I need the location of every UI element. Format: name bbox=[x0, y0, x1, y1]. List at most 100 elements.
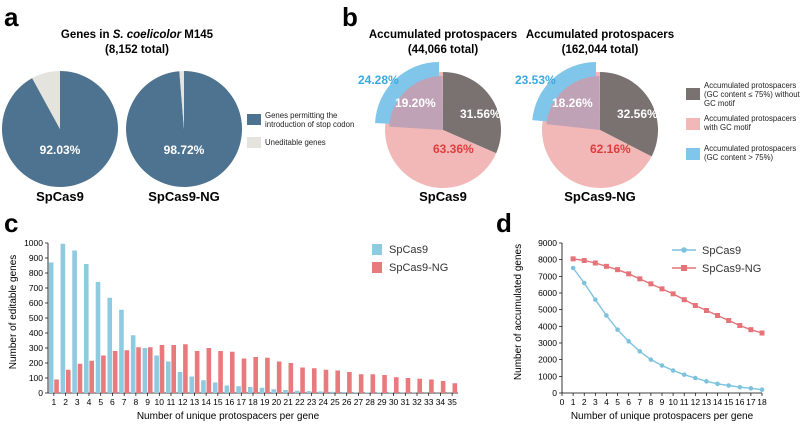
c-bar-spcas9-ng bbox=[277, 362, 282, 394]
legend-label-uneditable: Uneditable genes bbox=[265, 138, 326, 147]
c-xtick-label: 35 bbox=[447, 397, 457, 407]
c-xtick-label: 30 bbox=[389, 397, 399, 407]
c-bar-spcas9 bbox=[166, 362, 171, 394]
c-bar-spcas9-ng bbox=[347, 372, 352, 393]
d-ytick-label: 8000 bbox=[538, 255, 557, 265]
d-line-spcas9 bbox=[573, 268, 762, 390]
pie-b1-title: Accumulated protospacers bbox=[369, 29, 517, 41]
d-point-spcas9-ng bbox=[582, 258, 587, 263]
c-xtick-label: 8 bbox=[133, 397, 138, 407]
c-xtick-label: 26 bbox=[342, 397, 352, 407]
c-bar-spcas9 bbox=[236, 386, 241, 393]
d-point-spcas9-ng bbox=[715, 313, 720, 318]
d-legend-spcas9: SpCas9 bbox=[702, 245, 741, 257]
c-bar-spcas9 bbox=[295, 391, 300, 393]
c-bar-spcas9 bbox=[225, 386, 230, 394]
pie-a1-caption: SpCas9 bbox=[36, 189, 84, 204]
c-xlabel: Number of unique protospacers per gene bbox=[137, 411, 320, 422]
c-xtick-label: 19 bbox=[260, 397, 270, 407]
d-ytick-label: 9000 bbox=[538, 238, 557, 248]
c-bar-spcas9-ng bbox=[312, 368, 317, 393]
d-xtick-label: 8 bbox=[649, 397, 654, 407]
d-ytick-label: 6000 bbox=[538, 288, 557, 298]
c-bar-spcas9 bbox=[283, 390, 288, 393]
c-bar-spcas9-ng bbox=[66, 370, 71, 393]
panel-letter-b: b bbox=[342, 2, 358, 32]
d-ytick-label: 5000 bbox=[538, 305, 557, 315]
d-xtick-label: 12 bbox=[691, 397, 701, 407]
d-point-spcas9 bbox=[593, 297, 598, 302]
d-xtick-label: 18 bbox=[757, 397, 767, 407]
c-bar-spcas9 bbox=[154, 356, 159, 394]
c-xtick-label: 24 bbox=[319, 397, 329, 407]
panel-letter-d: d bbox=[496, 208, 512, 238]
panel-letter-a: a bbox=[4, 2, 19, 32]
d-point-spcas9 bbox=[626, 339, 631, 344]
d-point-spcas9 bbox=[737, 385, 742, 390]
d-legend-spcas9-ng: SpCas9-NG bbox=[702, 263, 761, 275]
c-ylabel: Number of editable genes bbox=[8, 255, 19, 370]
c-xtick-label: 17 bbox=[237, 397, 247, 407]
c-bar-spcas9 bbox=[61, 244, 66, 393]
c-xtick-label: 21 bbox=[283, 397, 293, 407]
c-bar-spcas9-ng bbox=[54, 380, 59, 394]
c-bar-spcas9-ng bbox=[207, 348, 212, 393]
c-xtick-label: 31 bbox=[401, 397, 411, 407]
c-bar-spcas9-ng bbox=[371, 374, 376, 393]
pie-b2-pct-dark: 32.56% bbox=[617, 107, 658, 121]
d-xtick-label: 11 bbox=[680, 397, 689, 407]
c-bar-spcas9-ng bbox=[253, 357, 258, 393]
c-xtick-label: 34 bbox=[436, 397, 446, 407]
c-bar-spcas9 bbox=[353, 392, 358, 393]
c-bar-spcas9 bbox=[213, 383, 218, 394]
d-xtick-label: 10 bbox=[668, 397, 678, 407]
c-bar-spcas9-ng bbox=[218, 351, 223, 393]
pie-b2-pct-blue: 23.53% bbox=[515, 73, 556, 87]
c-ytick-label: 900 bbox=[29, 253, 43, 263]
d-ytick-label: 0 bbox=[552, 388, 557, 398]
c-ytick-label: 100 bbox=[29, 373, 43, 383]
d-ytick-label: 3000 bbox=[538, 338, 557, 348]
d-point-spcas9 bbox=[704, 379, 709, 384]
c-xtick-label: 16 bbox=[225, 397, 235, 407]
c-ytick-label: 200 bbox=[29, 358, 43, 368]
c-bar-spcas9-ng bbox=[101, 356, 106, 394]
pie-b1-subtitle: (44,066 total) bbox=[408, 44, 478, 56]
c-bar-spcas9 bbox=[260, 388, 265, 393]
c-bar-spcas9-ng bbox=[171, 345, 176, 393]
d-point-spcas9 bbox=[671, 368, 676, 373]
c-ytick-label: 300 bbox=[29, 343, 43, 353]
c-xtick-label: 3 bbox=[75, 397, 80, 407]
d-point-spcas9 bbox=[582, 281, 587, 286]
c-bar-spcas9-ng bbox=[406, 378, 411, 393]
d-point-spcas9-ng bbox=[682, 297, 687, 302]
c-xtick-label: 4 bbox=[87, 397, 92, 407]
pie-b2-title: Accumulated protospacers bbox=[526, 29, 674, 41]
c-bar-spcas9-ng bbox=[335, 371, 340, 394]
d-point-spcas9 bbox=[604, 313, 609, 318]
c-bar-spcas9 bbox=[143, 348, 148, 393]
c-bar-spcas9-ng bbox=[265, 358, 270, 393]
d-point-spcas9 bbox=[615, 327, 620, 332]
c-xtick-label: 12 bbox=[178, 397, 188, 407]
c-legend-spcas9: SpCas9 bbox=[389, 244, 428, 256]
pie-b1-pct-overlap: 19.20% bbox=[395, 96, 436, 110]
d-xtick-label: 13 bbox=[702, 397, 712, 407]
c-bar-spcas9-ng bbox=[242, 359, 247, 394]
d-point-spcas9-ng bbox=[571, 256, 576, 261]
pie-b2-subtitle: (162,044 total) bbox=[562, 44, 639, 56]
c-bar-spcas9 bbox=[72, 251, 77, 394]
legend-swatch-editable bbox=[247, 114, 261, 125]
d-point-spcas9 bbox=[693, 376, 698, 381]
d-point-spcas9-ng bbox=[704, 308, 709, 313]
legend-swatch-high-gc bbox=[686, 148, 700, 160]
c-xtick-label: 20 bbox=[272, 397, 282, 407]
d-point-spcas9 bbox=[637, 349, 642, 354]
c-xtick-label: 28 bbox=[365, 397, 375, 407]
pie-a1-pct: 92.03% bbox=[40, 143, 81, 157]
d-point-spcas9-ng bbox=[637, 276, 642, 281]
c-xtick-label: 23 bbox=[307, 397, 317, 407]
c-bar-spcas9 bbox=[271, 389, 276, 393]
c-ytick-label: 800 bbox=[29, 268, 43, 278]
d-point-spcas9-ng bbox=[726, 318, 731, 323]
